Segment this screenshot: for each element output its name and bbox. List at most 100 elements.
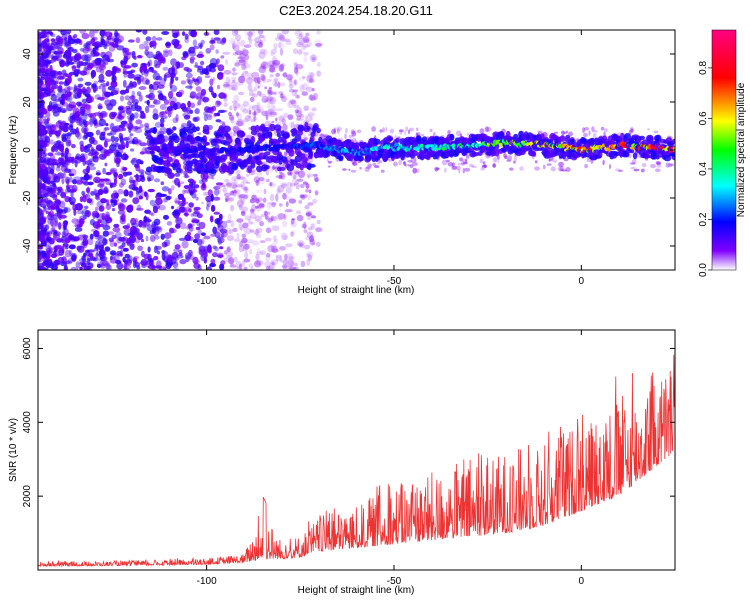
noise-speck (110, 193, 117, 200)
noise-speck (243, 266, 248, 270)
noise-speck (38, 67, 43, 74)
noise-speck (354, 139, 357, 143)
noise-speck (86, 143, 93, 148)
ridge-halo (159, 137, 166, 144)
noise-speck (96, 263, 102, 268)
noise-speck (51, 101, 58, 108)
noise-speck (166, 254, 173, 263)
noise-speck (64, 249, 72, 258)
noise-speck (218, 213, 223, 221)
noise-speck (180, 80, 187, 85)
noise-speck (260, 63, 266, 67)
noise-speck (152, 113, 159, 120)
noise-speck (243, 118, 249, 123)
ridge-halo (449, 133, 455, 141)
noise-speck (235, 120, 244, 127)
x-tick-label: -100 (197, 576, 217, 587)
noise-speck (105, 123, 109, 127)
noise-speck (88, 118, 94, 125)
noise-speck (227, 213, 232, 222)
noise-speck (213, 185, 221, 190)
noise-speck (260, 61, 269, 70)
noise-speck (292, 61, 299, 65)
noise-speck (97, 257, 104, 262)
noise-speck (195, 86, 202, 92)
noise-speck (233, 189, 241, 194)
noise-speck (269, 64, 275, 73)
noise-speck (326, 158, 329, 162)
noise-speck (220, 220, 228, 229)
noise-speck (53, 229, 58, 234)
noise-speck (119, 245, 124, 249)
noise-speck (232, 184, 238, 190)
noise-speck (244, 54, 250, 60)
noise-speck (407, 164, 411, 167)
noise-speck (281, 30, 289, 35)
y-tick-label: 0 (22, 147, 33, 153)
noise-speck (194, 61, 198, 68)
noise-speck (171, 158, 178, 165)
noise-speck (568, 131, 573, 137)
noise-speck (42, 173, 49, 182)
noise-speck (161, 253, 166, 261)
noise-speck (382, 127, 385, 133)
noise-speck (257, 177, 265, 185)
noise-speck (309, 238, 316, 246)
noise-speck (65, 89, 71, 94)
noise-speck (153, 245, 158, 254)
noise-speck (64, 165, 68, 170)
noise-speck (64, 167, 68, 171)
noise-speck (217, 188, 221, 195)
noise-speck (38, 92, 42, 100)
ridge-halo (185, 160, 194, 168)
noise-speck (154, 63, 161, 69)
noise-speck (196, 218, 200, 227)
noise-speck (64, 49, 70, 57)
noise-speck (135, 30, 142, 33)
noise-speck (103, 238, 108, 245)
noise-speck (252, 104, 259, 111)
noise-speck (282, 192, 287, 200)
noise-speck (235, 260, 242, 269)
noise-speck (168, 49, 173, 57)
noise-speck (265, 227, 272, 234)
noise-speck (298, 76, 305, 81)
noise-speck (68, 189, 76, 193)
noise-speck (47, 162, 54, 166)
noise-speck (147, 188, 155, 193)
noise-speck (81, 33, 90, 40)
ridge-halo (186, 128, 194, 134)
noise-speck (172, 180, 177, 183)
noise-speck (147, 61, 151, 67)
noise-speck (160, 95, 167, 101)
noise-speck (253, 176, 260, 184)
noise-speck (201, 178, 208, 183)
noise-speck (315, 227, 323, 233)
noise-speck (136, 232, 144, 240)
noise-speck (287, 208, 294, 213)
noise-speck (116, 236, 122, 244)
noise-speck (219, 228, 228, 234)
noise-speck (211, 90, 214, 96)
noise-speck (175, 114, 179, 122)
noise-speck (238, 59, 246, 66)
noise-speck (228, 78, 232, 86)
noise-speck (262, 197, 267, 203)
noise-speck (44, 76, 53, 85)
noise-speck (281, 258, 290, 265)
noise-speck (630, 167, 636, 170)
noise-speck (243, 227, 252, 235)
noise-speck (204, 248, 211, 254)
noise-speck (123, 262, 128, 270)
noise-speck (115, 151, 123, 158)
noise-speck (47, 231, 50, 237)
noise-speck (441, 159, 448, 166)
noise-speck (53, 130, 62, 136)
noise-speck (176, 217, 180, 222)
ridge-halo (282, 132, 290, 139)
noise-speck (114, 143, 121, 148)
noise-speck (283, 151, 288, 157)
noise-speck (49, 139, 54, 145)
noise-speck (411, 162, 417, 167)
noise-speck (188, 46, 196, 54)
